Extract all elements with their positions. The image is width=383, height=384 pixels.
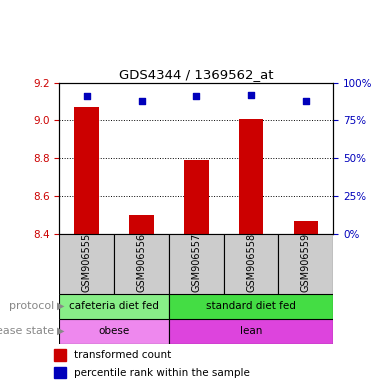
Bar — [59, 294, 169, 319]
Text: percentile rank within the sample: percentile rank within the sample — [74, 368, 249, 378]
Bar — [184, 160, 209, 234]
Text: GSM906557: GSM906557 — [191, 233, 201, 293]
Bar — [74, 107, 99, 234]
Bar — [224, 234, 278, 294]
Bar — [169, 319, 333, 344]
Text: GSM906556: GSM906556 — [136, 233, 147, 292]
Title: GDS4344 / 1369562_at: GDS4344 / 1369562_at — [119, 68, 273, 81]
Bar — [169, 234, 224, 294]
Bar — [114, 234, 169, 294]
Bar — [293, 221, 318, 234]
Point — [83, 93, 90, 99]
Bar — [169, 294, 333, 319]
Text: GSM906559: GSM906559 — [301, 233, 311, 292]
Text: lean: lean — [240, 326, 262, 336]
Bar — [239, 119, 264, 234]
Bar — [129, 215, 154, 234]
Point — [139, 98, 145, 104]
Bar — [59, 234, 114, 294]
Bar — [54, 349, 66, 361]
Text: GSM906555: GSM906555 — [82, 233, 92, 293]
Text: disease state: disease state — [0, 326, 57, 336]
Text: ▶: ▶ — [57, 326, 65, 336]
Text: protocol: protocol — [9, 301, 57, 311]
Bar — [54, 367, 66, 379]
Text: transformed count: transformed count — [74, 351, 171, 361]
Point — [303, 98, 309, 104]
Bar — [59, 319, 169, 344]
Text: cafeteria diet fed: cafeteria diet fed — [69, 301, 159, 311]
Point — [248, 92, 254, 98]
Text: GSM906558: GSM906558 — [246, 233, 256, 292]
Bar — [278, 234, 333, 294]
Text: standard diet fed: standard diet fed — [206, 301, 296, 311]
Text: obese: obese — [98, 326, 130, 336]
Point — [193, 93, 199, 99]
Text: ▶: ▶ — [57, 301, 65, 311]
